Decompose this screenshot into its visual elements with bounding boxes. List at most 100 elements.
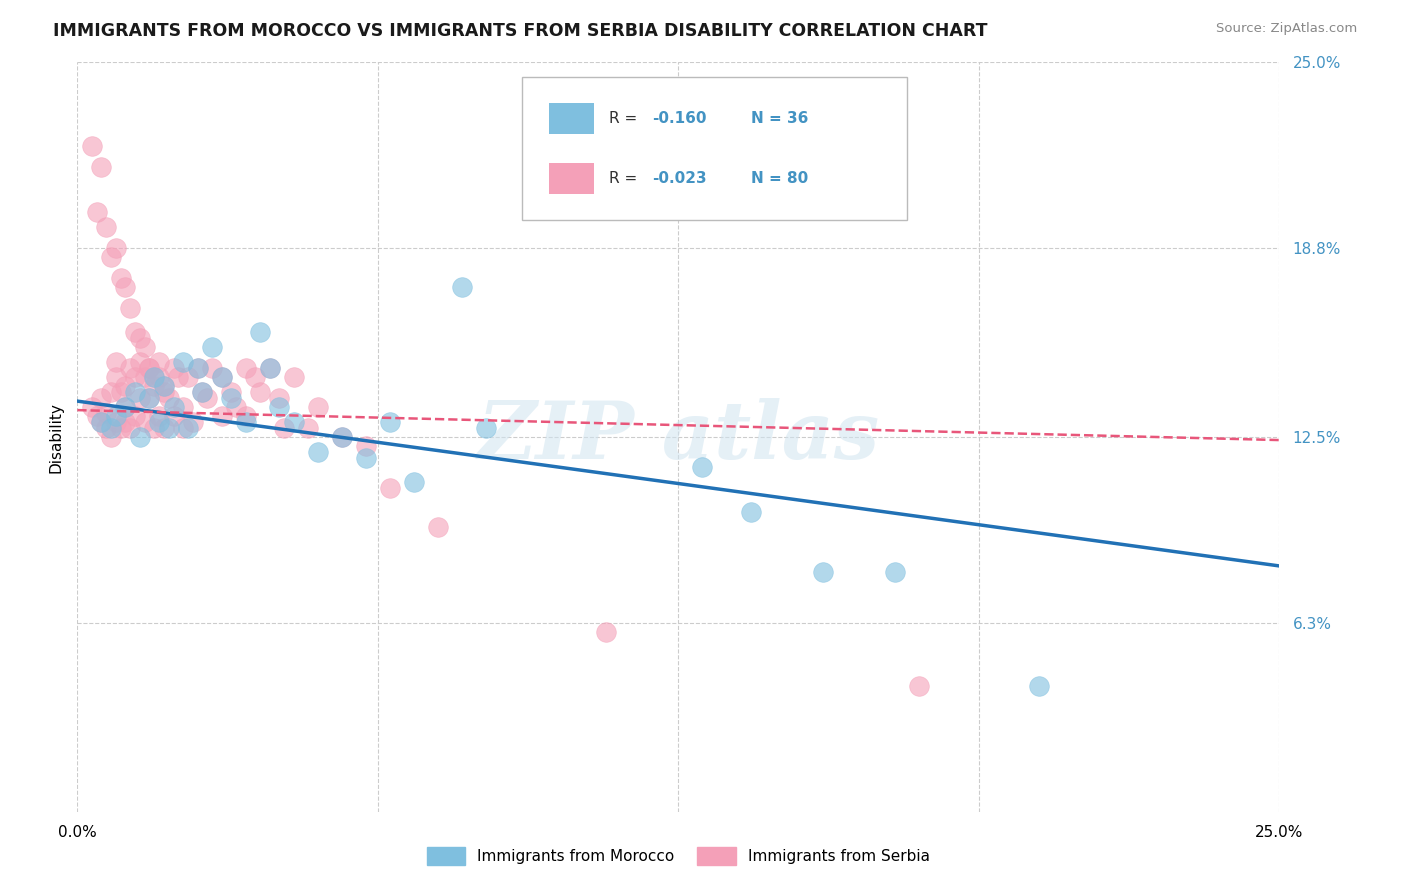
Text: Source: ZipAtlas.com: Source: ZipAtlas.com [1216, 22, 1357, 36]
Text: -0.160: -0.160 [652, 112, 706, 126]
Point [402, 475, 425, 489]
Point [811, 565, 834, 579]
Bar [548, 103, 595, 135]
Point [162, 409, 184, 423]
Point [153, 379, 176, 393]
Text: IMMIGRANTS FROM MOROCCO VS IMMIGRANTS FROM SERBIA DISABILITY CORRELATION CHART: IMMIGRANTS FROM MOROCCO VS IMMIGRANTS FR… [53, 22, 988, 40]
Point [427, 520, 450, 534]
Point [96, 220, 118, 235]
Point [104, 241, 127, 255]
Point [148, 355, 170, 369]
Point [143, 370, 166, 384]
Point [354, 451, 377, 466]
Point [249, 325, 271, 339]
Point [692, 460, 714, 475]
Point [354, 439, 377, 453]
Point [134, 340, 156, 354]
Point [128, 391, 150, 405]
Point [138, 391, 160, 405]
FancyBboxPatch shape [522, 78, 907, 219]
Point [172, 400, 194, 414]
Point [201, 340, 224, 354]
Point [195, 391, 218, 405]
Point [138, 361, 160, 376]
Point [235, 361, 257, 376]
Bar [548, 163, 595, 194]
Point [114, 400, 136, 414]
Legend: Immigrants from Morocco, Immigrants from Serbia: Immigrants from Morocco, Immigrants from… [420, 840, 936, 871]
Point [114, 415, 136, 429]
Text: R =: R = [609, 171, 641, 186]
Point [153, 385, 176, 400]
Point [100, 430, 122, 444]
Point [128, 355, 150, 369]
Point [124, 409, 146, 423]
Point [124, 370, 146, 384]
Point [330, 430, 353, 444]
Text: -0.023: -0.023 [652, 171, 707, 186]
Point [191, 385, 214, 400]
Point [90, 415, 112, 429]
Point [104, 415, 127, 429]
Point [114, 400, 136, 414]
Point [157, 421, 180, 435]
Point [90, 161, 112, 175]
Point [90, 391, 112, 405]
Point [330, 430, 353, 444]
Point [148, 409, 170, 423]
Point [211, 409, 233, 423]
Text: N = 80: N = 80 [751, 171, 808, 186]
Point [96, 406, 118, 420]
Text: N = 36: N = 36 [751, 112, 808, 126]
Point [80, 400, 103, 414]
Point [259, 361, 281, 376]
Point [153, 379, 176, 393]
Point [177, 370, 200, 384]
Point [86, 409, 108, 423]
Point [120, 361, 142, 376]
Point [908, 679, 931, 693]
Point [96, 421, 118, 435]
Point [186, 361, 209, 376]
Point [283, 370, 305, 384]
Point [148, 370, 170, 384]
Point [225, 400, 247, 414]
Point [245, 370, 267, 384]
Point [138, 391, 160, 405]
Point [104, 409, 127, 423]
Point [259, 361, 281, 376]
Point [1028, 679, 1050, 693]
Point [378, 481, 401, 495]
Point [104, 355, 127, 369]
Point [269, 400, 291, 414]
Point [249, 385, 271, 400]
Point [120, 421, 142, 435]
Point [134, 370, 156, 384]
Point [110, 421, 132, 435]
Point [162, 361, 184, 376]
Point [191, 385, 214, 400]
Point [90, 415, 112, 429]
Point [114, 379, 136, 393]
Point [143, 370, 166, 384]
Point [177, 421, 200, 435]
Point [307, 400, 329, 414]
Point [595, 624, 617, 639]
Point [153, 421, 176, 435]
Point [167, 370, 190, 384]
Point [157, 391, 180, 405]
Point [124, 325, 146, 339]
Point [100, 385, 122, 400]
Point [114, 280, 136, 294]
Point [148, 415, 170, 429]
Point [143, 421, 166, 435]
Text: ZIP atlas: ZIP atlas [477, 399, 880, 475]
Point [110, 385, 132, 400]
Point [219, 391, 242, 405]
Point [451, 280, 474, 294]
Point [110, 271, 132, 285]
Y-axis label: Disability: Disability [48, 401, 63, 473]
Point [235, 415, 257, 429]
Point [297, 421, 319, 435]
Point [475, 421, 498, 435]
